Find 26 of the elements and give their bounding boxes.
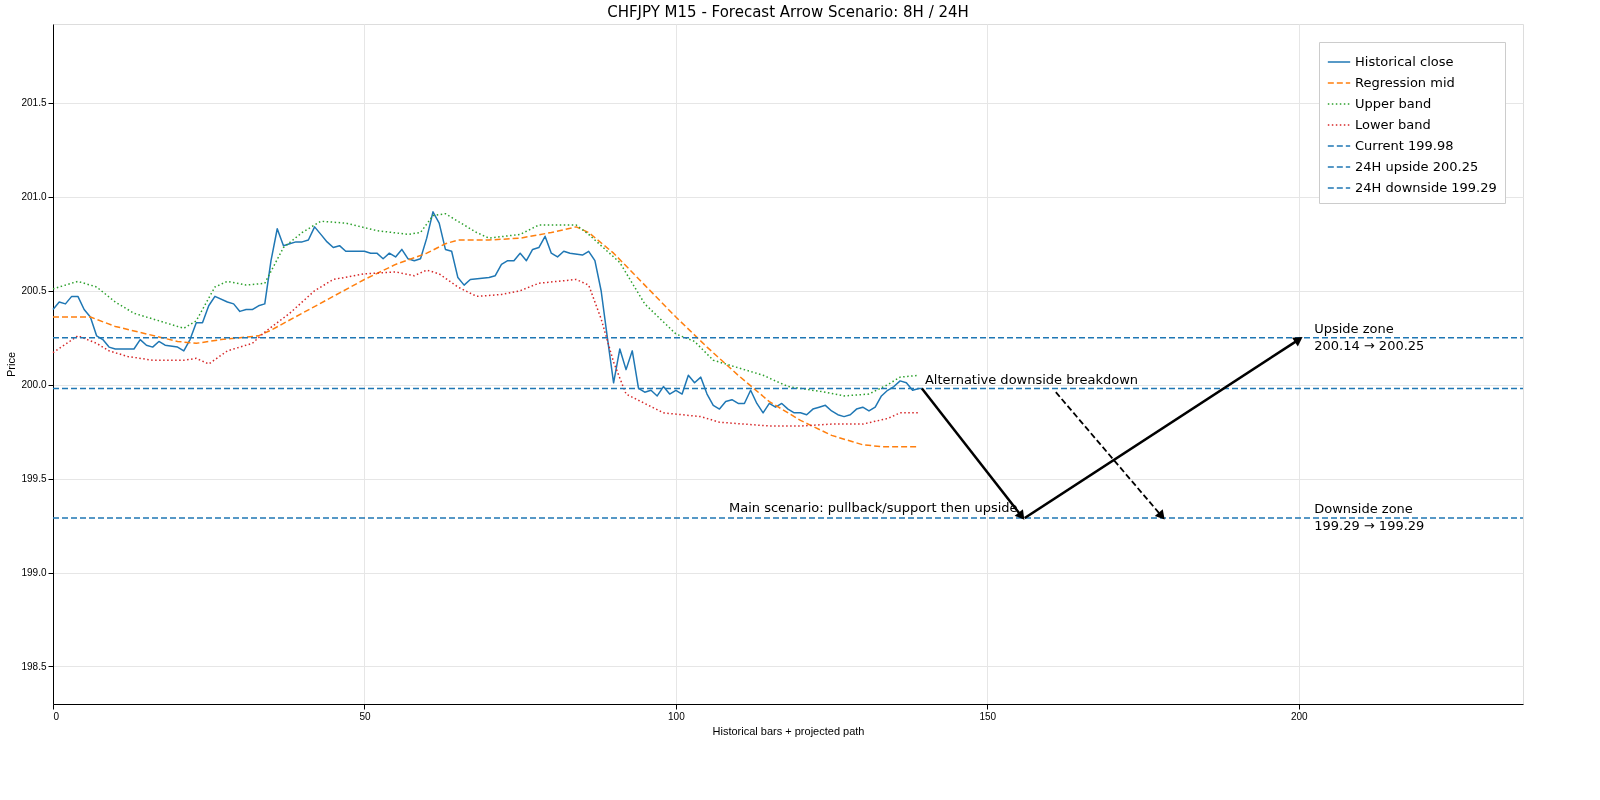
y-tick-label: 201.0: [21, 191, 47, 203]
annotation: Downside zone 199.29 → 199.29: [1314, 501, 1425, 534]
y-tick-label: 199.5: [21, 473, 47, 485]
x-tick-label: 150: [979, 710, 997, 722]
y-axis-title: Price: [5, 351, 18, 378]
x-tick-label: 100: [668, 710, 686, 722]
annotation: Alternative downside breakdown: [924, 372, 1139, 388]
legend-label: 24H downside 199.29: [1355, 180, 1497, 195]
legend-label: 24H upside 200.25: [1355, 159, 1479, 174]
y-tick-label: 201.5: [21, 97, 47, 109]
x-tick-label: 0: [53, 710, 60, 722]
legend-label: Upper band: [1355, 96, 1432, 111]
annotation: Upside zone 200.14 → 200.25: [1314, 320, 1425, 353]
line-series: [52, 269, 920, 427]
legend-label: Historical close: [1355, 54, 1454, 69]
x-tick-label: 200: [1290, 710, 1309, 722]
chart-title: CHFJPY M15 - Forecast Arrow Scenario: 8H / 24H: [607, 3, 969, 21]
x-axis-title: Historical bars + projected path: [712, 724, 865, 737]
y-tick-label: 200.5: [21, 285, 47, 297]
legend-label: Current 199.98: [1355, 138, 1454, 153]
x-tick-label: 50: [359, 710, 371, 722]
y-tick-label: 199.0: [21, 567, 47, 579]
legend-label: Regression mid: [1355, 75, 1455, 90]
y-tick-label: 200.0: [21, 379, 47, 391]
y-tick-label: 198.5: [21, 660, 47, 672]
legend-label: Lower band: [1355, 117, 1431, 132]
